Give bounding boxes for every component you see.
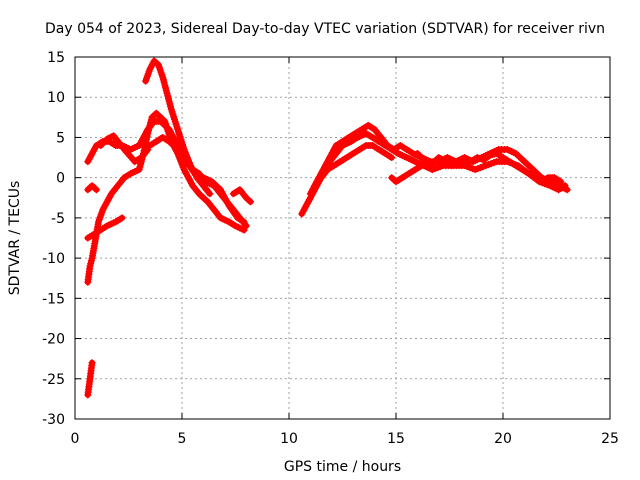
y-tick-label: -15 <box>42 291 65 307</box>
y-tick-label: -20 <box>42 332 65 348</box>
grid-lines <box>75 57 610 419</box>
x-tick-label: 0 <box>71 431 80 447</box>
data-point <box>557 178 565 186</box>
y-tick-label: 5 <box>56 130 65 146</box>
data-point <box>418 162 426 170</box>
series-band <box>388 162 425 185</box>
data-point <box>563 186 571 194</box>
data-point <box>118 214 126 222</box>
y-tick-labels: -30 -25 -20 -15 -10 -5 0 5 10 15 <box>42 50 65 428</box>
data-point <box>240 218 248 226</box>
y-tick-label: -5 <box>51 211 65 227</box>
x-tick-label: 5 <box>178 431 187 447</box>
x-axis-title: GPS time / hours <box>284 459 401 475</box>
data-point <box>101 137 109 145</box>
data-point <box>88 359 96 367</box>
series-trace-h <box>84 214 126 242</box>
data-point <box>98 140 106 148</box>
axis-ticks <box>74 56 611 420</box>
x-tick-label: 25 <box>601 431 619 447</box>
x-tick-labels: 0 5 10 15 20 25 <box>71 431 619 447</box>
data-point <box>97 141 105 149</box>
x-tick-label: 15 <box>387 431 405 447</box>
series-trace-l <box>311 141 396 190</box>
x-tick-label: 20 <box>494 431 512 447</box>
series-trace-f <box>146 133 248 226</box>
data-point <box>92 186 100 194</box>
y-axis-title: SDTVAR / TECUs <box>7 181 23 296</box>
series-trace-n <box>413 150 565 186</box>
y-tick-label: 10 <box>47 90 65 106</box>
series-band <box>84 214 126 241</box>
y-tick-label: -10 <box>42 251 65 267</box>
series-trace-i <box>229 186 254 206</box>
y-tick-label: 0 <box>56 171 65 187</box>
plot-frame <box>74 56 611 420</box>
series-trace-d <box>97 132 152 166</box>
y-tick-label: -30 <box>42 412 65 428</box>
series-trace-a <box>84 359 96 399</box>
y-tick-label: 15 <box>47 50 65 66</box>
series-trace-g <box>84 182 100 194</box>
x-tick-label: 10 <box>280 431 298 447</box>
chart-title: Day 054 of 2023, Sidereal Day-to-day VTE… <box>45 21 605 37</box>
data-point <box>206 190 214 198</box>
data-point <box>100 138 108 146</box>
y-tick-label: -25 <box>42 372 65 388</box>
data-point <box>246 198 254 206</box>
data-series <box>84 57 571 399</box>
series-trace-m <box>388 162 426 186</box>
data-point <box>388 154 396 162</box>
